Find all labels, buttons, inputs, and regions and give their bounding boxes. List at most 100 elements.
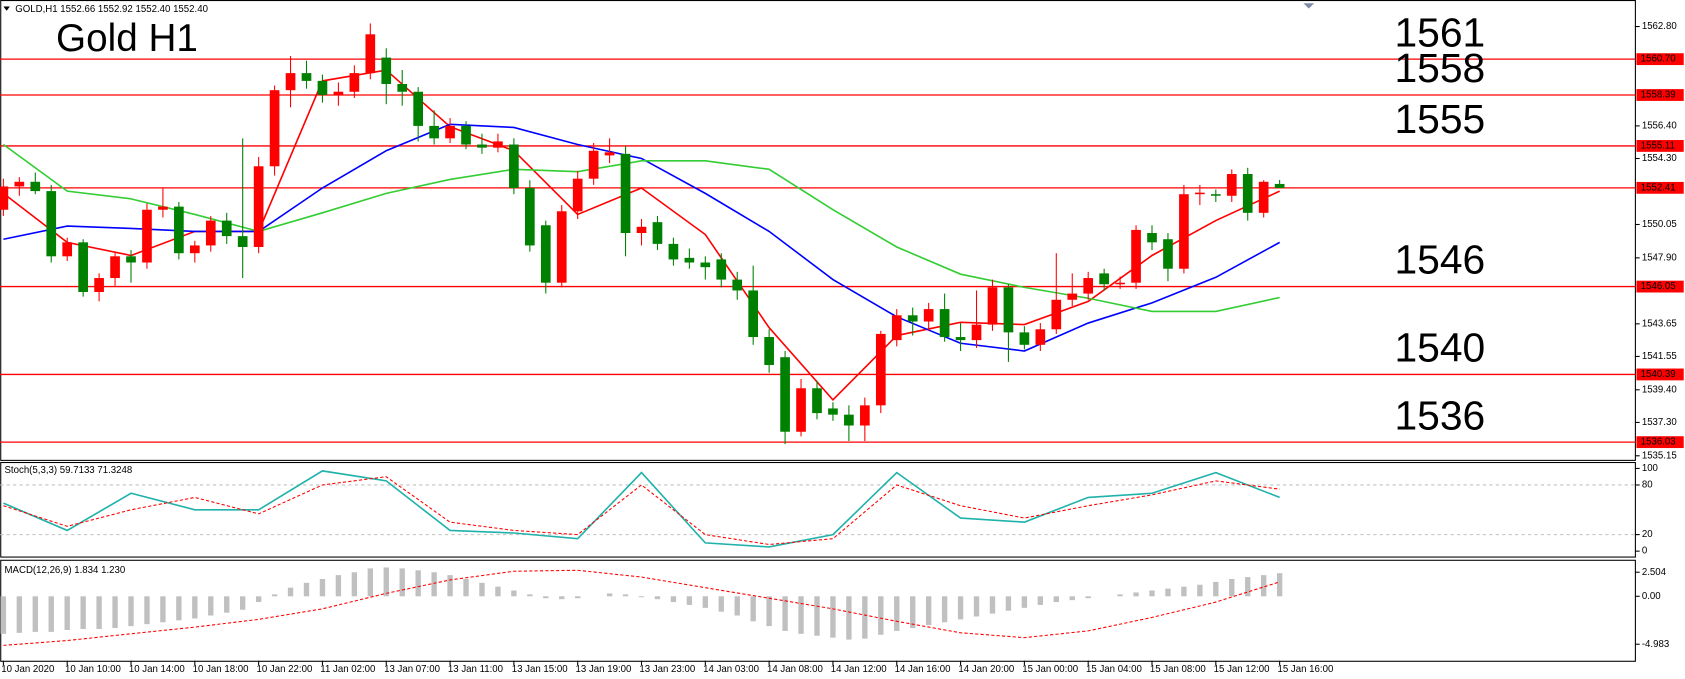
macd-bar bbox=[1037, 596, 1044, 605]
price-tag bbox=[1636, 368, 1684, 381]
y-tick-label: 1550.05 bbox=[1642, 219, 1677, 230]
x-tick-label: 15 Jan 12:00 bbox=[1214, 664, 1270, 675]
candle-body bbox=[700, 262, 711, 268]
candle-body bbox=[1003, 287, 1014, 333]
y-tick-label: -4.983 bbox=[1642, 639, 1669, 650]
y-tick-label: 20 bbox=[1642, 529, 1653, 540]
x-tick-label: 14 Jan 08:00 bbox=[767, 664, 823, 675]
candle-body bbox=[349, 73, 360, 92]
candle-body bbox=[0, 186, 9, 210]
macd-bar bbox=[64, 596, 70, 630]
candle-body bbox=[174, 206, 184, 254]
macd-bar bbox=[814, 596, 820, 636]
candle-body bbox=[1226, 174, 1237, 196]
candle-body bbox=[253, 166, 264, 247]
macd-bar bbox=[846, 596, 852, 640]
macd-bar bbox=[271, 594, 278, 597]
candle-body bbox=[285, 73, 296, 91]
candle-body bbox=[445, 125, 455, 139]
macd-bar bbox=[559, 596, 565, 600]
x-tick-label: 15 Jan 00:00 bbox=[1022, 664, 1078, 675]
candle-body bbox=[684, 257, 695, 263]
chart-title: Gold H1 bbox=[56, 17, 198, 60]
price-tag bbox=[1636, 280, 1684, 293]
macd-bar bbox=[798, 596, 804, 634]
candle-body bbox=[828, 408, 838, 415]
x-tick-label: 14 Jan 12:00 bbox=[831, 664, 887, 675]
price-tag-label: 1540.39 bbox=[1641, 369, 1676, 380]
macd-bar bbox=[479, 582, 485, 597]
macd-bar bbox=[925, 596, 932, 626]
macd-bar bbox=[686, 596, 693, 605]
candle-body bbox=[1195, 192, 1205, 195]
macd-bar bbox=[957, 596, 964, 620]
y-tick-label: 1541.55 bbox=[1642, 351, 1677, 362]
macd-bar bbox=[1085, 596, 1091, 599]
macd-bar bbox=[192, 596, 198, 619]
y-tick-label: 0 bbox=[1642, 546, 1647, 557]
macd-bar bbox=[112, 596, 118, 629]
macd-bar bbox=[910, 596, 916, 629]
candle-body bbox=[1179, 194, 1189, 269]
x-tick-label: 13 Jan 07:00 bbox=[384, 664, 440, 675]
candle-body bbox=[732, 279, 743, 291]
macd-bar bbox=[335, 575, 342, 597]
candle-body bbox=[509, 144, 519, 188]
candle-body bbox=[1051, 299, 1062, 330]
candle-body bbox=[796, 388, 806, 432]
candle-body bbox=[604, 152, 615, 156]
candle-body bbox=[1131, 229, 1141, 283]
candle-body bbox=[716, 259, 727, 280]
candle-body bbox=[1147, 233, 1157, 243]
candle-body bbox=[221, 220, 232, 237]
candle-body bbox=[556, 211, 567, 283]
menu-arrow bbox=[3, 6, 10, 11]
candle-body bbox=[477, 144, 487, 148]
macd-bar bbox=[208, 596, 214, 616]
macd-bar bbox=[718, 596, 724, 612]
macd-bar bbox=[989, 596, 996, 614]
main-panel bbox=[0, 0, 1636, 461]
x-tick-label: 10 Jan 18:00 bbox=[193, 664, 249, 675]
candle-body bbox=[189, 245, 200, 254]
macd-bar bbox=[48, 596, 54, 632]
candle-body bbox=[748, 290, 759, 338]
macd-bar bbox=[415, 570, 421, 597]
macd-bar bbox=[1053, 596, 1059, 603]
price-tag bbox=[1636, 53, 1684, 66]
level-annotation: 1546 bbox=[1394, 237, 1485, 283]
candle-body bbox=[126, 256, 136, 263]
macd-bar bbox=[351, 572, 358, 597]
macd-bar bbox=[543, 596, 549, 599]
candle-body bbox=[652, 222, 663, 244]
candle-body bbox=[636, 226, 647, 234]
candle-body bbox=[1083, 278, 1094, 294]
macd-bar bbox=[367, 568, 373, 597]
x-tick-label: 14 Jan 03:00 bbox=[703, 664, 759, 675]
macd-bar bbox=[32, 596, 38, 632]
macd-bar bbox=[941, 596, 948, 623]
macd-bar bbox=[176, 596, 182, 621]
macd-bar bbox=[575, 596, 581, 599]
y-tick-label: 1535.15 bbox=[1642, 450, 1677, 461]
macd-bar bbox=[1069, 596, 1075, 601]
price-tag bbox=[1636, 89, 1684, 101]
macd-bar bbox=[319, 578, 326, 597]
macd-bar bbox=[527, 594, 533, 597]
candle-body bbox=[764, 337, 774, 365]
candle-body bbox=[588, 150, 599, 179]
macd-bar bbox=[239, 596, 246, 610]
candle-body bbox=[205, 220, 216, 246]
macd-bar bbox=[511, 590, 517, 597]
macd-bar bbox=[702, 596, 709, 608]
candle-body bbox=[301, 73, 312, 81]
stoch-label: Stoch(5,3,3) 59.7133 71.3248 bbox=[4, 465, 132, 476]
x-tick-label: 14 Jan 16:00 bbox=[895, 664, 951, 675]
macd-bar bbox=[463, 578, 469, 597]
macd-bar bbox=[766, 596, 772, 627]
x-tick-label: 10 Jan 10:00 bbox=[65, 664, 121, 675]
macd-label: MACD(12,26,9) 1.834 1.230 bbox=[4, 565, 125, 576]
x-tick-label: 15 Jan 16:00 bbox=[1277, 664, 1333, 675]
